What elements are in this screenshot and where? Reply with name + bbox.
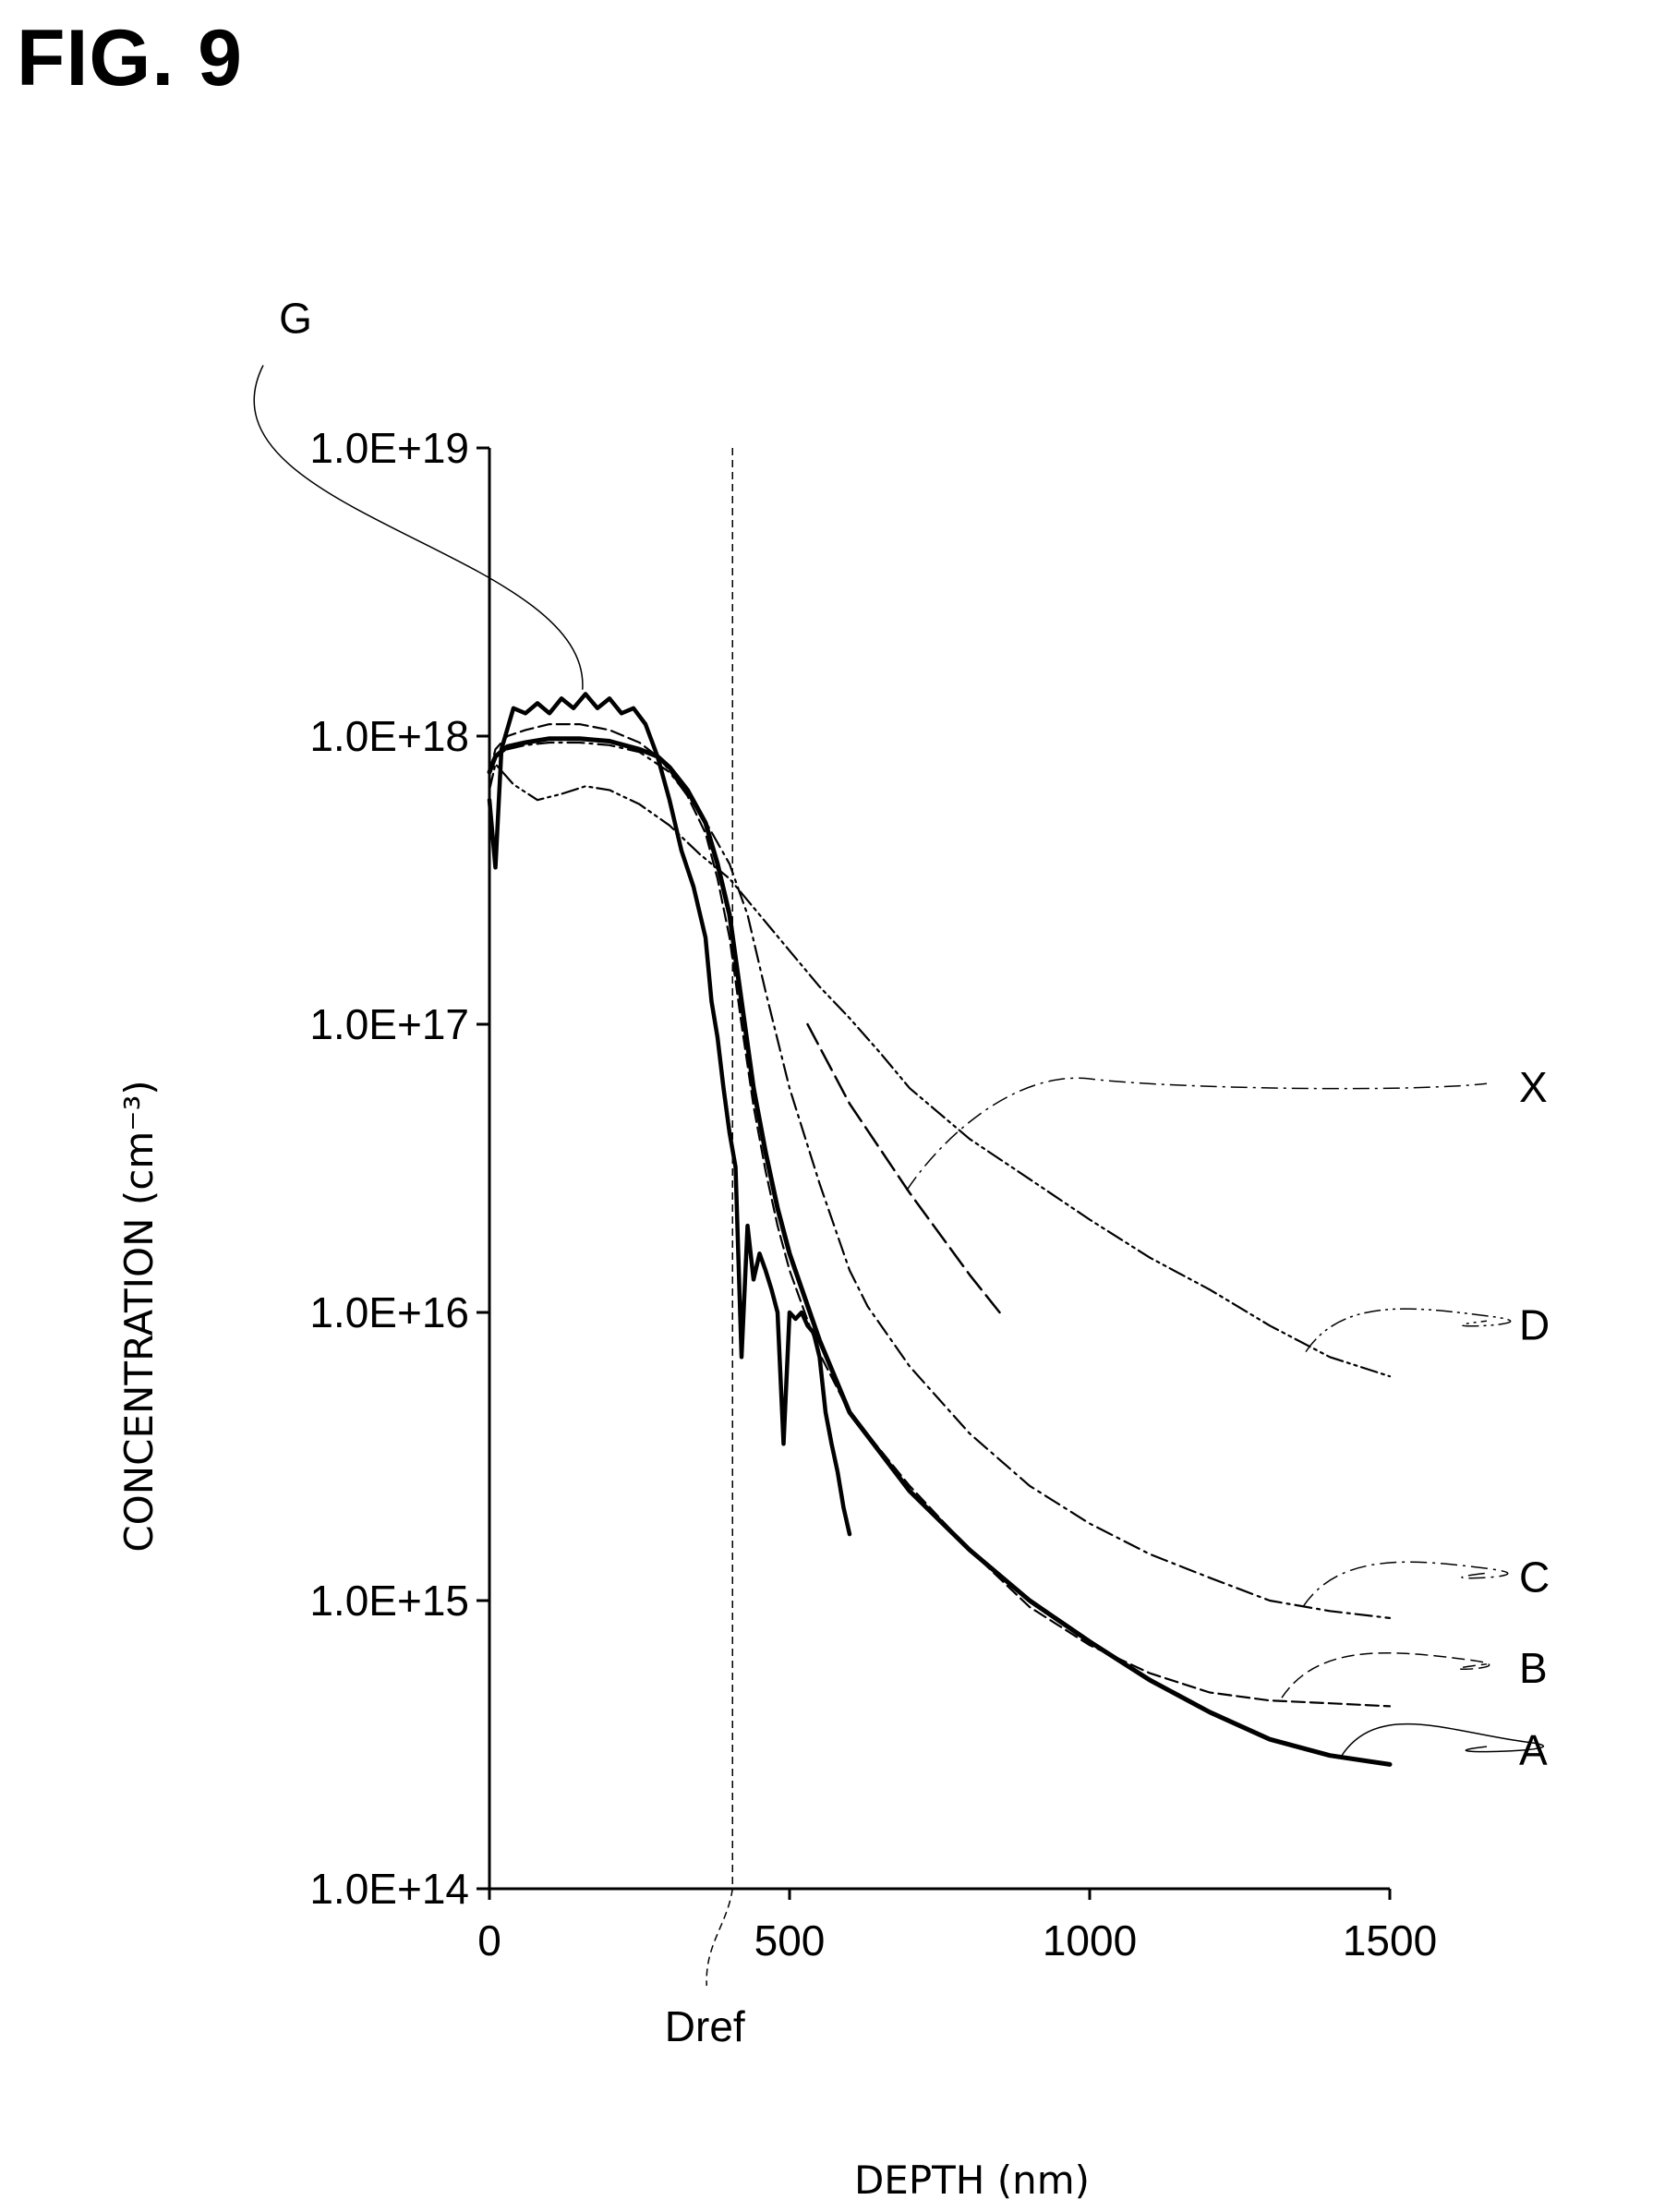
reference-leader — [706, 1888, 733, 1987]
y-tick-label: 1.0E+19 — [309, 424, 469, 472]
x-tick-label: 1000 — [1043, 1916, 1137, 1964]
x-tick-label: 1500 — [1343, 1916, 1437, 1964]
curve-label-a: A — [1519, 1726, 1548, 1774]
y-axis-label: CONCENTRATION (cm⁻³) — [116, 1080, 162, 1552]
x-tick-label: 500 — [754, 1916, 826, 1964]
leader-line-a — [1341, 1722, 1544, 1757]
series-line-x — [806, 1022, 1001, 1314]
curve-label-layer: G X D CBA — [253, 294, 1550, 1774]
leader-line-d — [1305, 1308, 1512, 1353]
reference-line-layer: Dref — [665, 448, 745, 2050]
series-line-a — [487, 736, 1393, 1767]
y-tick-label: 1.0E+15 — [309, 1577, 469, 1625]
series-line-b — [488, 722, 1392, 1708]
x-axis-label: DEPTH (nm) — [854, 2158, 1090, 2203]
leader-line-c — [1302, 1561, 1509, 1608]
series-line-d — [488, 763, 1392, 1378]
series-line-c — [488, 741, 1392, 1620]
y-tick-label: 1.0E+16 — [309, 1288, 469, 1336]
series-line-g — [487, 692, 852, 1537]
y-tick-label: 1.0E+14 — [309, 1865, 469, 1913]
leader-line-g — [253, 365, 584, 690]
curve-label-x: X — [1519, 1063, 1548, 1111]
curve-label-d: D — [1519, 1300, 1550, 1348]
axes: 1.0E+14 1.0E+15 1.0E+16 1.0E+17 1.0E+18 1.0E+… — [116, 424, 1437, 2203]
curve-label-c: C — [1519, 1553, 1550, 1601]
leader-line-b — [1281, 1651, 1490, 1698]
x-tick-label: 0 — [477, 1916, 501, 1964]
series-layer — [487, 692, 1393, 1767]
figure-title: FIG. 9 — [17, 14, 243, 103]
reference-line-label: Dref — [665, 2002, 745, 2050]
curve-label-b: B — [1519, 1644, 1548, 1692]
y-tick-label: 1.0E+18 — [309, 712, 469, 760]
leader-line-x — [906, 1077, 1488, 1191]
curve-label-g: G — [279, 294, 312, 342]
y-tick-label: 1.0E+17 — [309, 1000, 469, 1048]
